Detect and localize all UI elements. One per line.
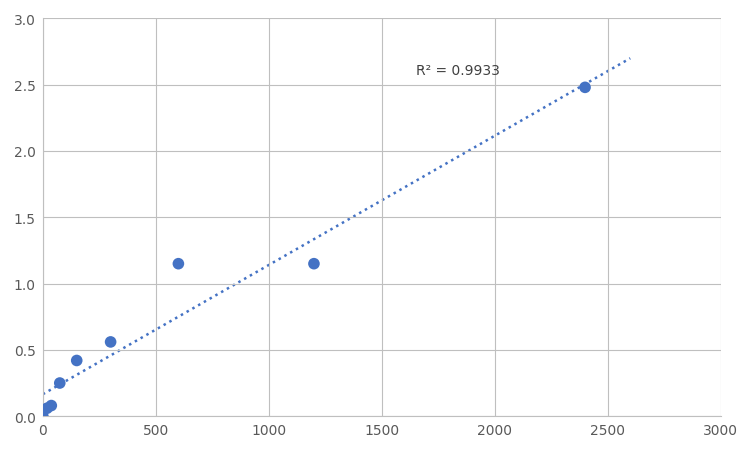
Point: [37, 413, 49, 420]
Point: [308, 261, 320, 268]
Point: [45, 402, 57, 409]
Point: [172, 261, 184, 268]
Text: R² = 0.9933: R² = 0.9933: [416, 64, 499, 78]
Point: [71, 357, 83, 364]
Point: [105, 339, 117, 346]
Point: [41, 405, 53, 412]
Point: [53, 380, 65, 387]
Point: [579, 84, 591, 92]
